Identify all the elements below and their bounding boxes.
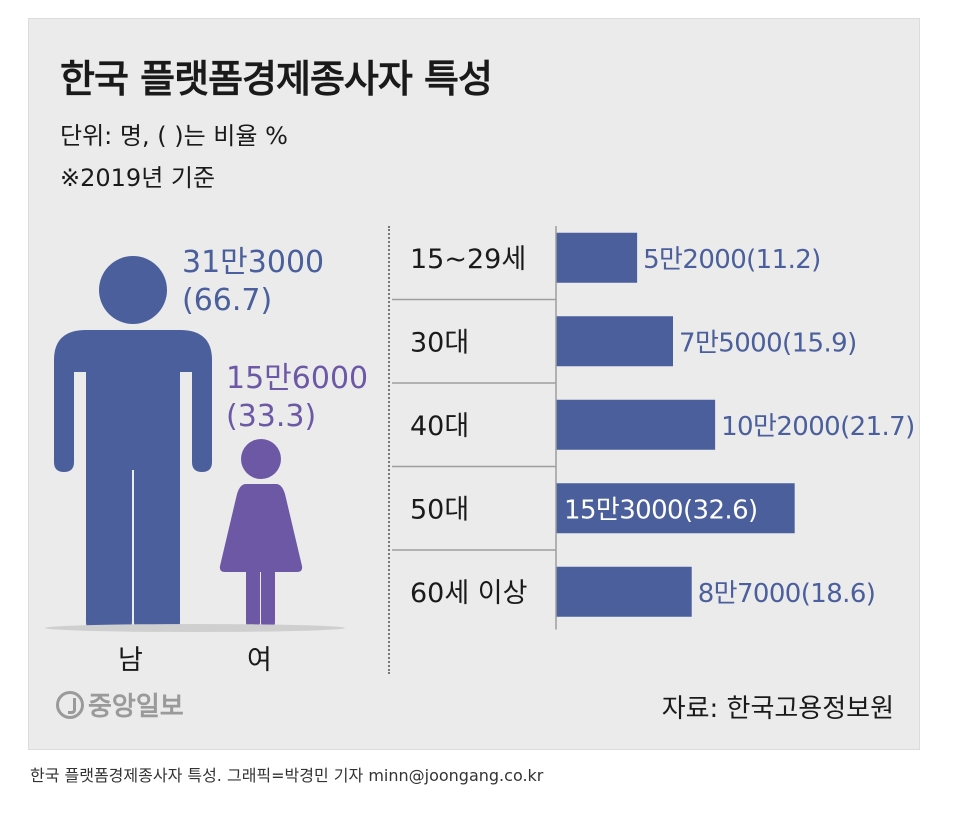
age-category-label: 15~29세 (410, 244, 526, 275)
image-caption: 한국 플랫폼경제종사자 특성. 그래픽=박경민 기자 minn@joongang… (30, 766, 544, 785)
age-bar (556, 483, 795, 534)
ground-shadow (45, 624, 345, 632)
age-category-label: 40대 (410, 411, 469, 442)
bar-value-label: 7만5000(15.9) (679, 328, 857, 358)
base-year-note: ※2019년 기준 (60, 164, 216, 192)
dotted-divider (388, 226, 390, 674)
bar-value-label: 5만2000(11.2) (643, 245, 821, 275)
age-bar (556, 232, 638, 283)
data-source: 자료: 한국고용정보원 (661, 694, 894, 724)
female-count: 15만6000 (226, 361, 369, 396)
age-bar (556, 566, 692, 617)
bar-value-label: 8만7000(18.6) (698, 579, 876, 609)
logo-text: 중앙일보 (88, 692, 184, 722)
male-count: 31만3000 (182, 245, 325, 280)
age-bar (556, 399, 716, 450)
male-percent: (66.7) (182, 283, 273, 318)
bar-value-label: 10만2000(21.7) (721, 412, 915, 442)
male-count-label: 31만3000 (66.7) (182, 244, 324, 320)
male-label: 남 (118, 645, 143, 676)
female-figure-icon (219, 439, 303, 628)
chart-title: 한국 플랫폼경제종사자 특성 (60, 57, 493, 101)
male-figure-icon (54, 256, 212, 630)
joongang-logo-icon (56, 690, 84, 719)
age-category-label: 50대 (410, 494, 469, 525)
female-count-label: 15만6000 (33.3) (226, 360, 368, 436)
age-bar (556, 316, 673, 367)
unit-note: 단위: 명, ( )는 비율 % (60, 122, 288, 150)
female-label: 여 (247, 645, 272, 676)
age-category-label: 60세 이상 (410, 578, 527, 609)
age-category-label: 30대 (410, 327, 469, 358)
female-percent: (33.3) (226, 399, 317, 434)
bar-value-label: 15만3000(32.6) (564, 495, 758, 525)
publisher-logo: 중앙일보 (56, 686, 184, 723)
